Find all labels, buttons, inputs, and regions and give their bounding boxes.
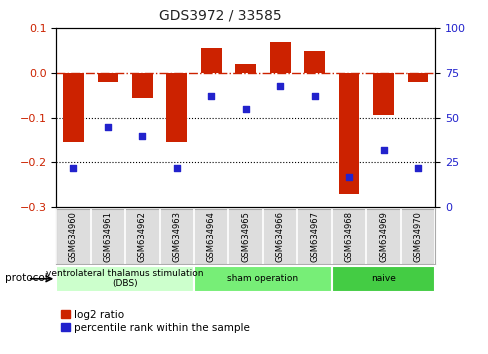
Bar [166,73,187,142]
Text: GSM634965: GSM634965 [241,211,250,262]
Bar [304,51,325,73]
Text: sham operation: sham operation [227,274,298,283]
Point [104,124,112,130]
Text: GSM634966: GSM634966 [275,211,284,262]
Text: GSM634964: GSM634964 [206,211,215,262]
Text: GDS3972 / 33585: GDS3972 / 33585 [159,9,281,23]
Text: GSM634967: GSM634967 [309,211,319,262]
Bar [338,73,359,194]
Point [138,133,146,138]
Bar [98,73,118,82]
Text: GSM634960: GSM634960 [69,211,78,262]
Text: GSM634970: GSM634970 [413,211,422,262]
Text: naive: naive [370,274,395,283]
Text: GSM634962: GSM634962 [138,211,146,262]
Bar [56,266,194,292]
Bar [132,73,152,98]
Text: protocol: protocol [5,273,47,283]
Text: ventrolateral thalamus stimulation
(DBS): ventrolateral thalamus stimulation (DBS) [46,269,203,289]
Bar [194,266,331,292]
Text: GSM634969: GSM634969 [378,211,387,262]
Bar [201,48,221,73]
Point [69,165,77,171]
Text: GSM634968: GSM634968 [344,211,353,262]
Point [379,147,386,153]
Point [345,174,352,179]
Text: GSM634963: GSM634963 [172,211,181,262]
Bar [331,266,434,292]
Point [242,106,249,112]
Bar [63,73,83,142]
Point [276,83,284,88]
Bar [407,73,427,82]
Bar [372,73,393,115]
Point [207,93,215,99]
Text: GSM634961: GSM634961 [103,211,112,262]
Point [173,165,181,171]
Bar [235,64,256,73]
Point [310,93,318,99]
Bar [269,42,290,73]
Point [413,165,421,171]
Legend: log2 ratio, percentile rank within the sample: log2 ratio, percentile rank within the s… [61,310,249,333]
